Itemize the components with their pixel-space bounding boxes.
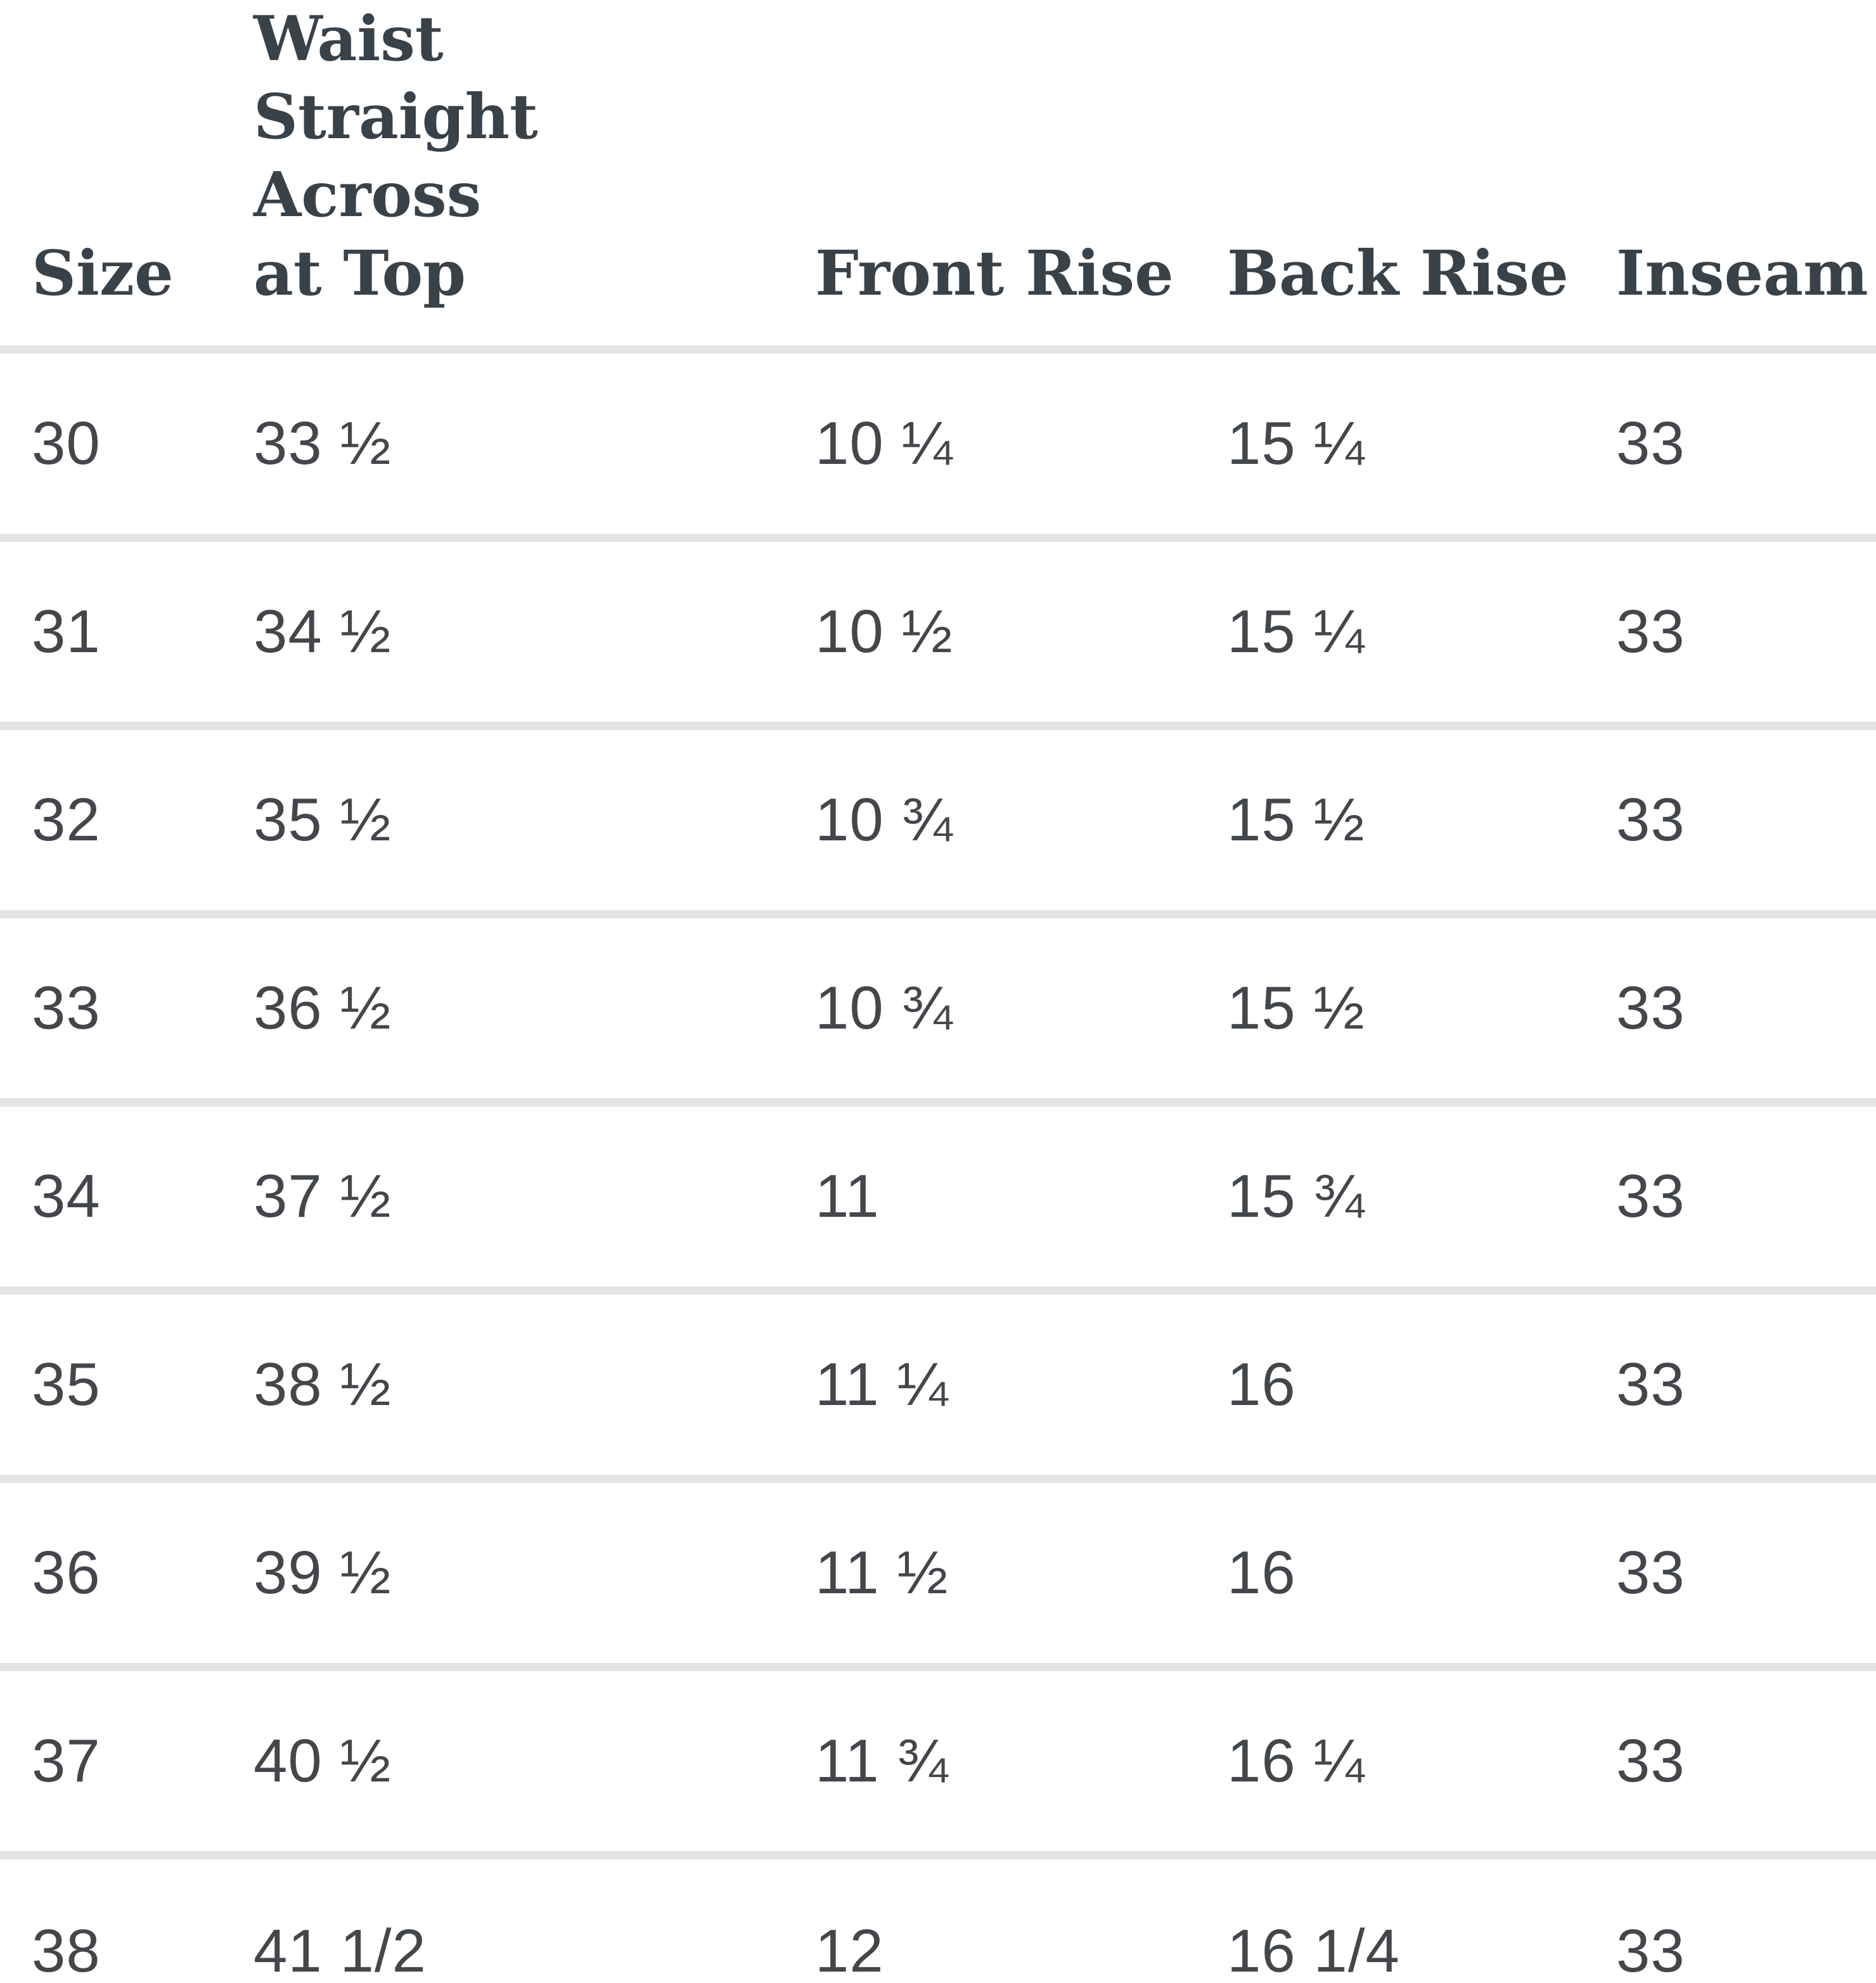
column-header-waist: Waist Straight Across at Top	[254, 3, 538, 309]
cell-waist: 34 ½	[254, 597, 392, 665]
cell-waist: 41 1/2	[254, 1917, 427, 1983]
cell-size: 32	[32, 785, 101, 854]
cell-inseam: 33	[1616, 1538, 1685, 1607]
cell-waist: 35 ½	[254, 785, 392, 854]
cell-back-rise: 15 ½	[1227, 785, 1365, 854]
cell-front-rise: 10 ¾	[815, 973, 953, 1042]
cell-inseam: 33	[1616, 973, 1685, 1042]
cell-back-rise: 15 ½	[1227, 973, 1365, 1042]
cell-size: 34	[32, 1162, 101, 1230]
cell-inseam: 33	[1616, 1350, 1685, 1418]
cell-back-rise: 15 ¼	[1227, 409, 1365, 477]
cell-front-rise: 11 ¾	[815, 1726, 949, 1795]
cell-waist: 33 ½	[254, 409, 392, 477]
table-row: 33 36 ½ 10 ¾ 15 ½ 33	[0, 914, 1876, 1103]
cell-waist: 38 ½	[254, 1350, 392, 1418]
cell-back-rise: 16	[1227, 1538, 1296, 1607]
cell-size: 35	[32, 1350, 101, 1418]
cell-front-rise: 10 ¼	[815, 409, 953, 477]
table-row: 31 34 ½ 10 ½ 15 ¼ 33	[0, 537, 1876, 726]
cell-back-rise: 15 ¾	[1227, 1162, 1365, 1230]
table-row: 37 40 ½ 11 ¾ 16 ¼ 33	[0, 1667, 1876, 1856]
cell-waist: 40 ½	[254, 1726, 392, 1795]
cell-front-rise: 11	[815, 1162, 880, 1230]
table-row: 30 33 ½ 10 ¼ 15 ¼ 33	[0, 349, 1876, 538]
table-row: 36 39 ½ 11 ½ 16 33	[0, 1479, 1876, 1667]
cell-front-rise: 11 ½	[815, 1538, 949, 1607]
cell-back-rise: 16	[1227, 1350, 1296, 1418]
cell-inseam: 33	[1616, 1162, 1685, 1230]
column-header-front-rise: Front Rise	[815, 236, 1174, 309]
table-row: 35 38 ½ 11 ¼ 16 33	[0, 1290, 1876, 1479]
cell-front-rise: 12	[815, 1917, 884, 1983]
cell-front-rise: 10 ¾	[815, 785, 953, 854]
column-header-size: Size	[32, 236, 174, 309]
table-row: 32 35 ½ 10 ¾ 15 ½ 33	[0, 726, 1876, 914]
cell-back-rise: 16 ¼	[1227, 1726, 1365, 1795]
header-row: Size Waist Straight Across at Top Front …	[0, 0, 1876, 350]
cell-waist: 37 ½	[254, 1162, 392, 1230]
cell-size: 37	[32, 1726, 101, 1795]
cell-inseam: 33	[1616, 409, 1685, 477]
cell-inseam: 33	[1616, 785, 1685, 854]
cell-back-rise: 16 1/4	[1227, 1917, 1400, 1983]
table-row: 34 37 ½ 11 15 ¾ 33	[0, 1102, 1876, 1291]
cell-inseam: 33	[1616, 597, 1685, 665]
cell-inseam: 33	[1616, 1726, 1685, 1795]
table-body: 30 33 ½ 10 ¼ 15 ¼ 33 31 34 ½ 10 ½ 15 ¼ 3…	[0, 349, 1876, 1983]
cell-waist: 36 ½	[254, 973, 392, 1042]
cell-size: 36	[32, 1538, 101, 1607]
cell-front-rise: 11 ¼	[815, 1350, 949, 1418]
cell-size: 33	[32, 973, 101, 1042]
cell-inseam: 33	[1616, 1917, 1685, 1983]
column-header-back-rise: Back Rise	[1227, 236, 1569, 309]
cell-size: 30	[32, 409, 101, 477]
column-header-inseam: Inseam	[1616, 236, 1868, 309]
cell-back-rise: 15 ¼	[1227, 597, 1365, 665]
cell-front-rise: 10 ½	[815, 597, 953, 665]
cell-size: 31	[32, 597, 101, 665]
cell-size: 38	[32, 1917, 101, 1983]
table-row: 38 41 1/2 12 16 1/4 33	[0, 1855, 1876, 1983]
cell-waist: 39 ½	[254, 1538, 392, 1607]
table-header: Size Waist Straight Across at Top Front …	[0, 0, 1876, 350]
